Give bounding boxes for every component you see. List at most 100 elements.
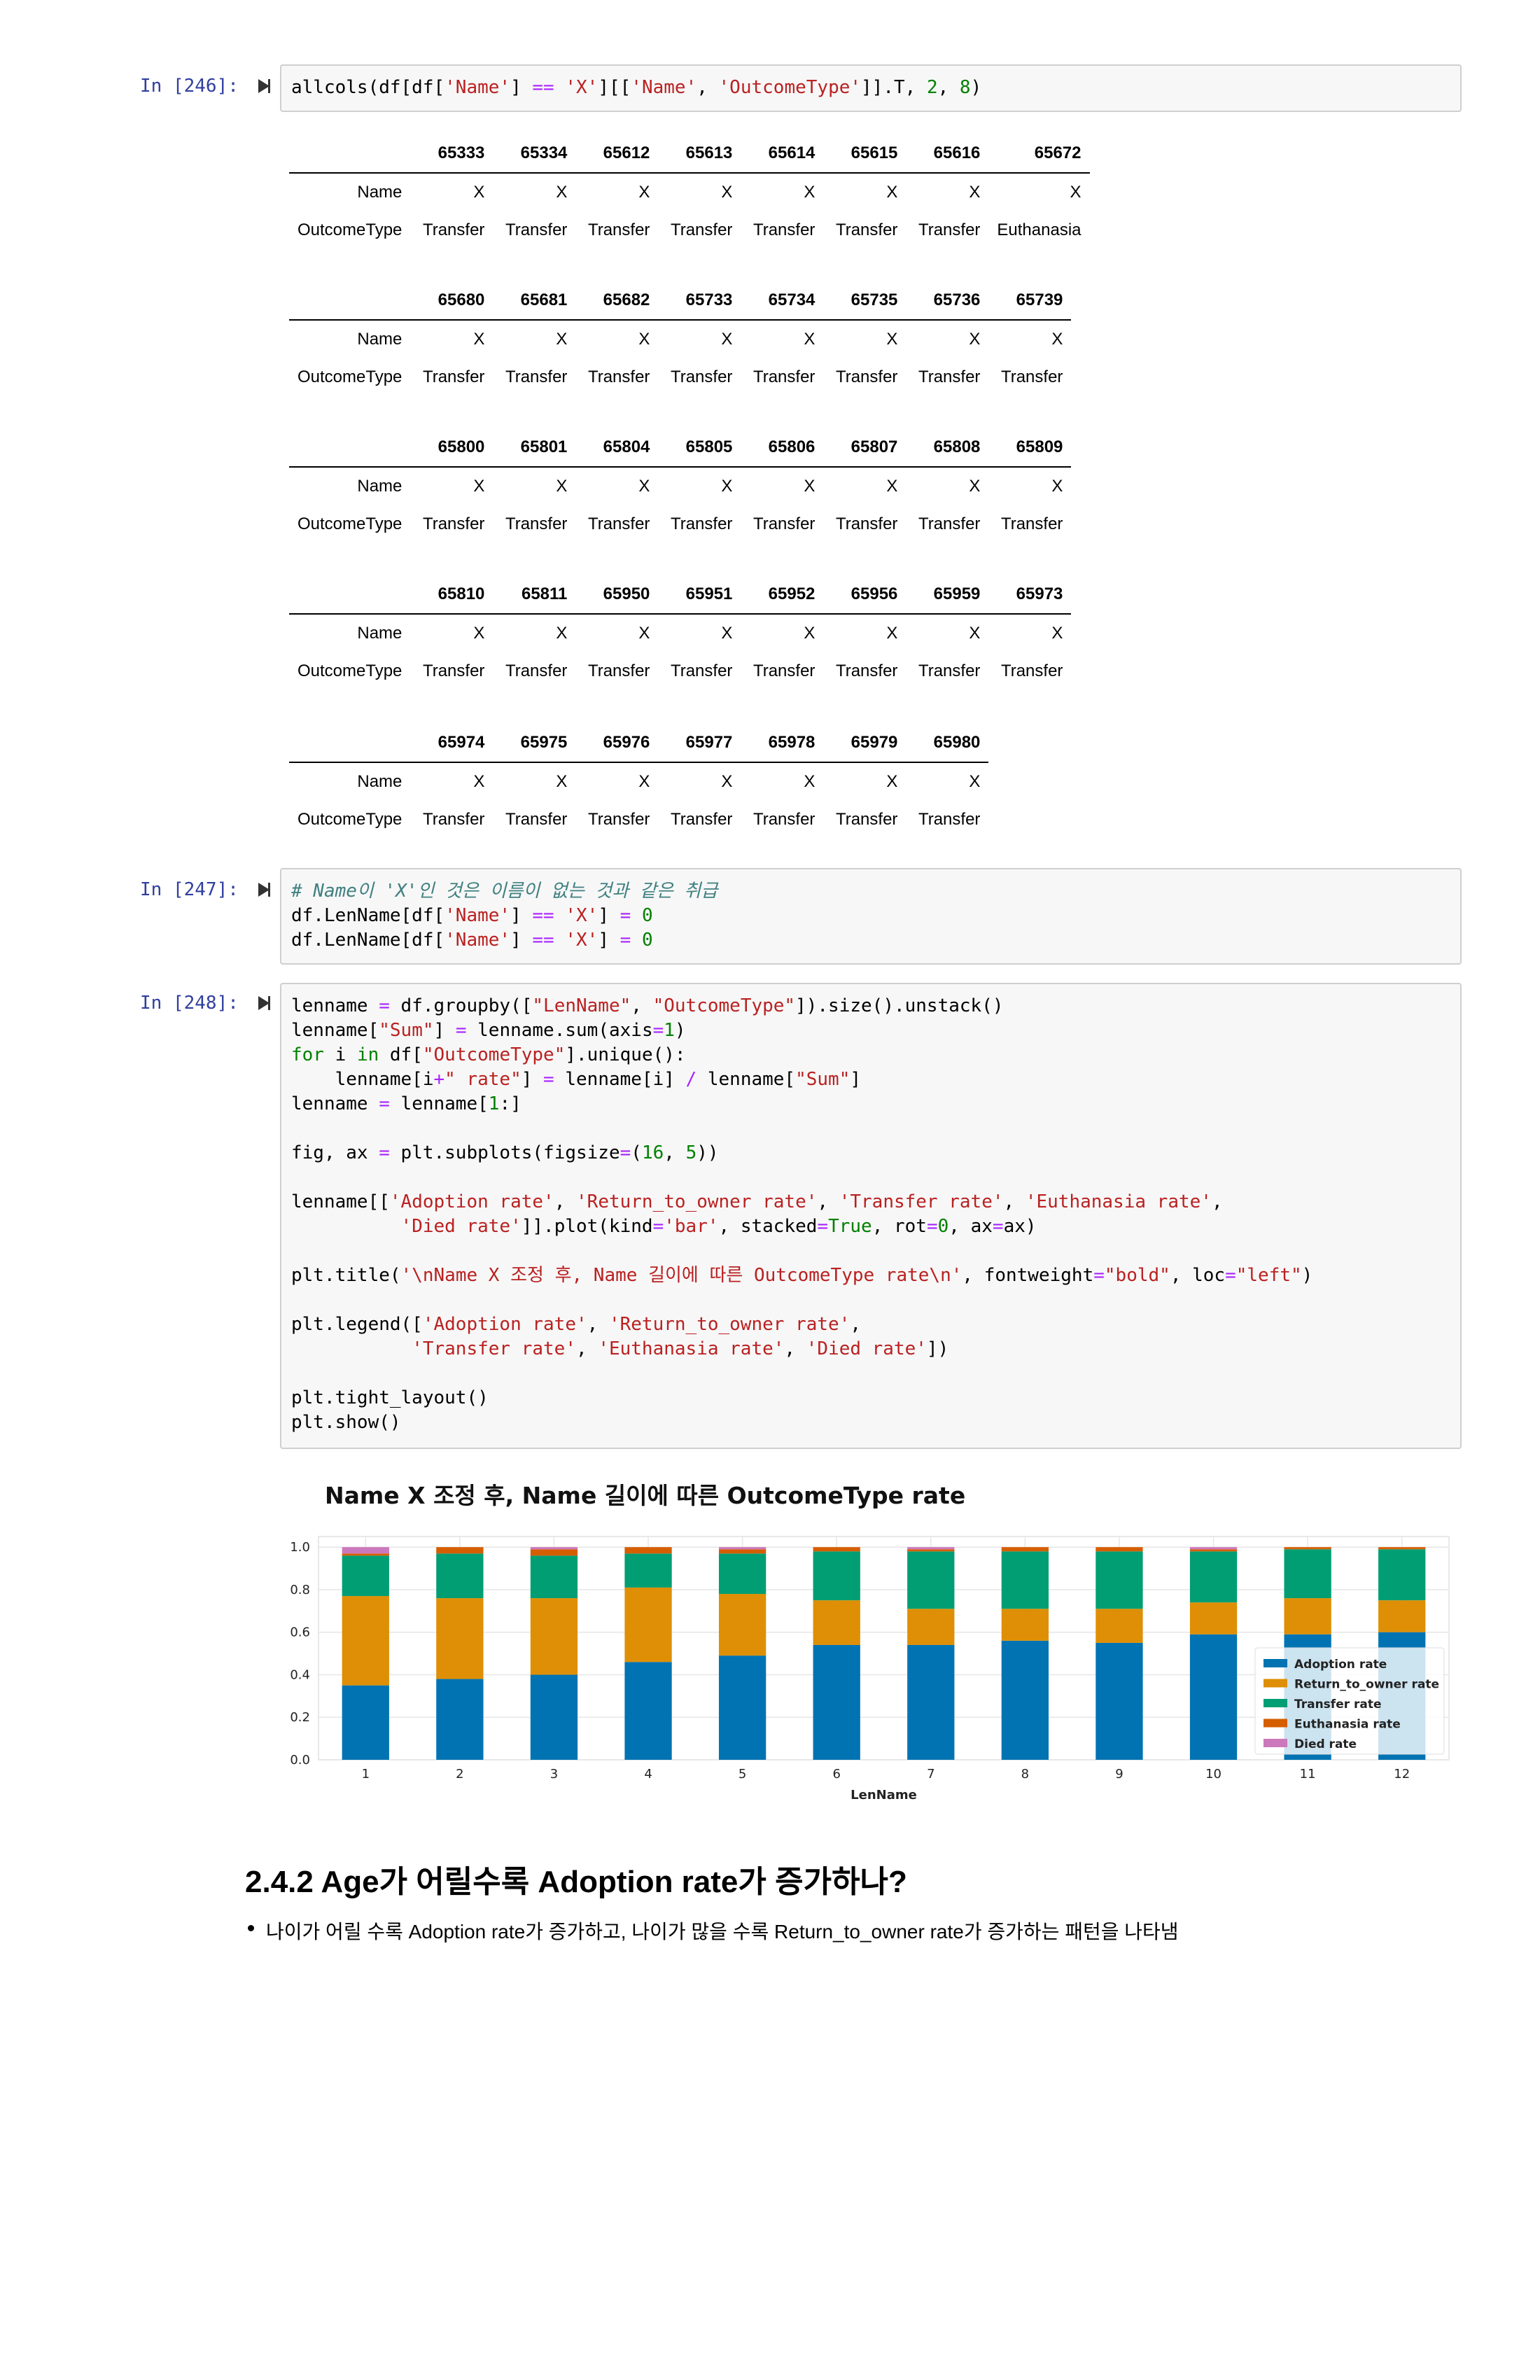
- code-line: for i in df["OutcomeType"].unique():: [291, 1043, 1450, 1068]
- table-cell: X: [638, 330, 650, 349]
- code-editor[interactable]: # Name이 'X'인 것은 이름이 없는 것과 같은 취급 df.LenNam…: [291, 879, 1450, 953]
- column-header: 65959: [906, 575, 989, 615]
- row-label: Name: [357, 330, 402, 349]
- run-cell-icon[interactable]: [256, 881, 272, 899]
- code-token: ,: [817, 1191, 839, 1212]
- table-row: Name X X X X X X X X: [289, 173, 1090, 211]
- bar-segment: [1001, 1640, 1049, 1760]
- table-row: Name X X X X X X X X: [289, 467, 1071, 505]
- code-token: ,: [554, 1191, 577, 1212]
- dataframe-table: 65800 65801 65804 65805 65806 65807 65808 65809…: [289, 428, 1072, 543]
- code-line: [291, 1288, 1450, 1312]
- table-cell: X: [556, 330, 568, 349]
- bar-segment: [530, 1549, 578, 1556]
- code-line: [291, 1362, 1450, 1386]
- bullet-dot: [248, 1925, 254, 1931]
- code-token: ): [674, 1020, 686, 1041]
- code-cell[interactable]: lenname = df.groupby(["LenName", "Outcom…: [280, 983, 1462, 1449]
- code-line: plt.show(): [291, 1410, 1450, 1435]
- legend-swatch: [1264, 1679, 1287, 1688]
- table-cell: X: [1051, 330, 1063, 349]
- table-cell: X: [1051, 477, 1063, 496]
- section-heading: 2.4.2 Age가 어릴수록 Adoption rate가 증가하나?: [245, 1865, 907, 1899]
- code-token: lenname[i]: [554, 1069, 686, 1090]
- code-token: ]: [433, 1020, 456, 1041]
- code-token: (: [631, 1142, 642, 1163]
- code-token: df.groupby([: [389, 995, 533, 1016]
- column-header: 65806: [741, 428, 824, 468]
- code-token: [554, 77, 566, 98]
- code-token: =: [620, 1142, 631, 1163]
- code-token: lenname.sum(axis: [466, 1020, 653, 1041]
- code-token: =: [620, 930, 631, 951]
- bar-segment: [1096, 1547, 1143, 1552]
- code-cell[interactable]: allcols(df[df['Name'] == 'X'][['Name', '…: [280, 64, 1462, 112]
- code-token: =: [543, 1069, 554, 1090]
- code-token: ,: [664, 1142, 686, 1163]
- table-cell: X: [473, 183, 485, 202]
- table-cell: X: [721, 330, 733, 349]
- code-editor[interactable]: allcols(df[df['Name'] == 'X'][['Name', '…: [291, 76, 1450, 100]
- table-cell: X: [886, 330, 898, 349]
- bar-segment: [1378, 1549, 1426, 1601]
- code-token: [291, 1338, 412, 1359]
- table-cell: Transfer: [422, 514, 485, 533]
- run-cell-icon[interactable]: [256, 77, 272, 95]
- code-token: 'Name': [444, 930, 511, 951]
- table-cell: X: [556, 477, 568, 496]
- column-header: 65733: [658, 281, 741, 321]
- legend-swatch: [1264, 1699, 1287, 1707]
- table-cell: Transfer: [835, 514, 898, 533]
- code-line: df.LenName[df['Name'] == 'X'] = 0: [291, 928, 1450, 953]
- row-label: OutcomeType: [298, 810, 402, 829]
- table-corner: [289, 724, 411, 763]
- table-cell: Transfer: [835, 810, 898, 829]
- code-token: =: [1225, 1265, 1236, 1286]
- run-cell-icon[interactable]: [256, 994, 272, 1012]
- code-token: # Name이 'X'인 것은 이름이 없는 것과 같은 취급: [291, 881, 718, 902]
- bar-segment: [342, 1547, 389, 1554]
- x-tick-label: 12: [1394, 1767, 1410, 1782]
- code-cell[interactable]: # Name이 'X'인 것은 이름이 없는 것과 같은 취급 df.LenNam…: [280, 868, 1462, 965]
- code-token: "bold": [1104, 1265, 1170, 1286]
- table-cell: X: [804, 183, 816, 202]
- code-token: ==: [532, 905, 554, 926]
- code-token: 0: [937, 1216, 949, 1237]
- column-header: 65612: [575, 134, 659, 174]
- column-header: 65614: [741, 134, 824, 174]
- code-token: ): [970, 77, 982, 98]
- bar-segment: [907, 1644, 955, 1760]
- x-tick-label: 3: [550, 1767, 558, 1782]
- legend-label: Transfer rate: [1294, 1698, 1382, 1712]
- code-token: 2: [926, 77, 938, 98]
- code-line: lenname = lenname[1:]: [291, 1092, 1450, 1116]
- table-cell: Transfer: [752, 662, 816, 680]
- table-cell: Transfer: [505, 368, 568, 386]
- table-cell: X: [638, 183, 650, 202]
- x-tick-label: 6: [832, 1767, 840, 1782]
- code-line: [291, 1116, 1450, 1141]
- code-token: =: [1093, 1265, 1105, 1286]
- table-cell: Transfer: [918, 220, 981, 239]
- code-line: plt.legend(['Adoption rate', 'Return_to_…: [291, 1312, 1450, 1337]
- bar-segment: [1189, 1547, 1238, 1550]
- table-corner: [289, 575, 411, 615]
- table-cell: Transfer: [505, 810, 568, 829]
- code-token: ,: [1003, 1191, 1026, 1212]
- legend-label: Died rate: [1294, 1737, 1357, 1751]
- table-cell: Transfer: [587, 220, 650, 239]
- table-cell: Transfer: [422, 220, 485, 239]
- y-tick-label: 1.0: [290, 1540, 310, 1555]
- table-cell: X: [473, 624, 485, 643]
- code-token: ]: [598, 905, 620, 926]
- bar-segment: [436, 1553, 484, 1599]
- code-token: ): [1301, 1265, 1313, 1286]
- x-tick-label: 1: [362, 1767, 370, 1782]
- code-editor[interactable]: lenname = df.groupby(["LenName", "Outcom…: [291, 994, 1450, 1435]
- code-token: True: [828, 1216, 872, 1237]
- code-token: 16: [641, 1142, 664, 1163]
- column-header: 65334: [493, 134, 576, 174]
- code-token: lenname[[: [291, 1191, 390, 1212]
- column-header: 65951: [658, 575, 741, 615]
- bar-segment: [624, 1553, 672, 1588]
